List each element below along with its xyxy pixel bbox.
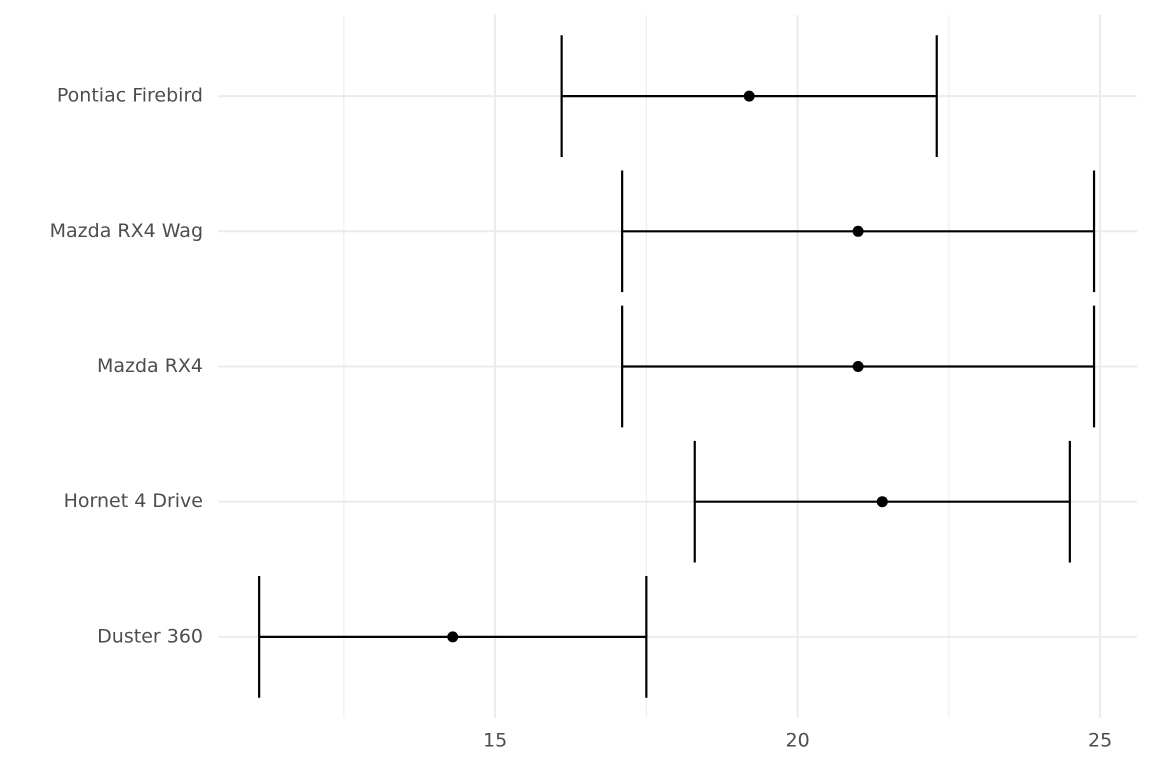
y-tick-label: Hornet 4 Drive <box>64 490 203 512</box>
y-tick-label: Mazda RX4 <box>97 355 203 377</box>
x-tick-label: 20 <box>785 730 809 752</box>
point <box>852 225 864 237</box>
y-tick-label: Duster 360 <box>97 625 203 647</box>
point <box>743 90 755 102</box>
x-tick-label: 15 <box>483 730 507 752</box>
y-tick-label: Mazda RX4 Wag <box>50 220 203 242</box>
x-tick-label: 25 <box>1088 730 1112 752</box>
point <box>876 496 888 508</box>
y-tick-label: Pontiac Firebird <box>57 85 203 107</box>
point <box>852 361 864 372</box>
point <box>447 631 459 643</box>
